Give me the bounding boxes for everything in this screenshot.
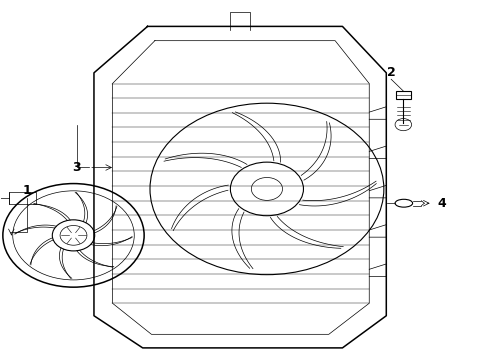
Text: 3: 3 xyxy=(73,161,81,174)
Text: 4: 4 xyxy=(438,197,446,210)
Bar xyxy=(9,192,36,204)
Bar xyxy=(395,91,411,99)
Text: 1: 1 xyxy=(23,184,31,197)
Text: 2: 2 xyxy=(387,66,395,79)
